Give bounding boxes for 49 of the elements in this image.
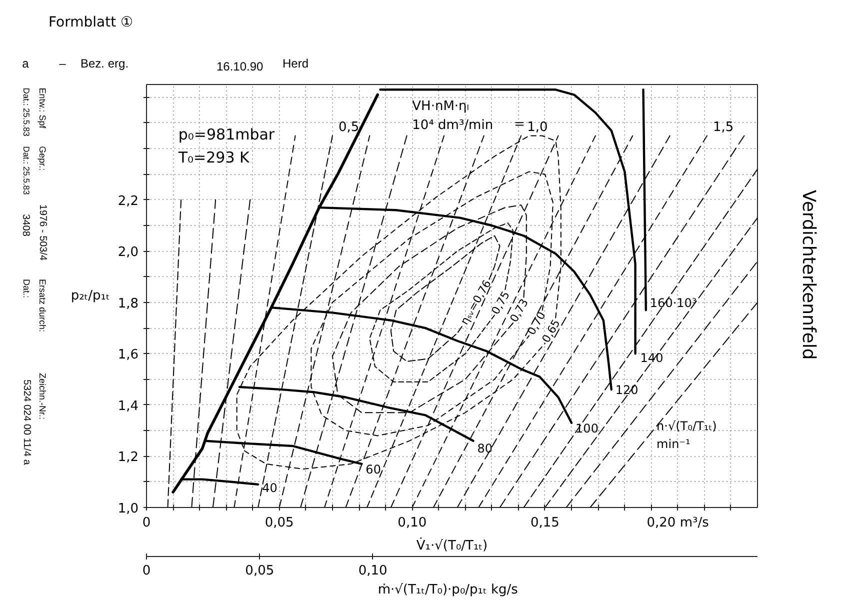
text: 16.10.90 [216,60,264,74]
text: Herd [282,56,309,70]
annotation: n·√(T₀/T₁ₜ) [656,419,717,434]
series-label: 120 [615,383,638,398]
annotation: p₀=981mbar [178,125,276,144]
y-tick-label: 1,4 [118,398,139,414]
annotation: T₀=293 K [177,148,251,167]
y-tick-label: 1,8 [118,296,139,312]
text: – [59,56,66,70]
x-axis-title: V̇₁·√(T₀/T₁ₜ) [416,537,488,554]
text: Verdichterkennfeld [798,190,819,360]
text: Dat.: 25.5.83 [22,88,32,137]
y-tick-label: 1,6 [118,348,139,363]
text: Formblatt ① [48,14,134,30]
x-tick-label: 0,20 m³/s [646,516,710,530]
y-tick-label: 2,0 [118,245,139,260]
series-label: 40 [262,480,278,495]
text: Dat.: 25.5.83 [22,146,32,196]
x2-tick-label: 0,05 [245,564,274,578]
x-tick-label: 0,10 [398,516,427,530]
series-label: 1,5 [713,120,734,135]
x2-axis-title: ṁ·√(T₁ₜ/T₀)·p₀/p₁ₜ kg/s [378,582,518,598]
text: 5324 024 00 11/4 a [21,379,32,466]
y-tick-label: 2,2 [118,194,139,209]
x-tick-label: 0,15 [530,516,560,530]
text: a [22,56,30,70]
annotation: min⁻¹ [656,437,691,452]
text: Zeichn.-Nr.: [38,372,48,420]
text: 1976 - 503/4 [37,204,48,262]
annotation: 10⁴ dm³/min [412,118,494,134]
x2-tick-label: 0,10 [358,564,388,578]
annotation: VH·nM·ηₗ [412,98,469,114]
text: Entw.: Spf [38,88,48,129]
text: Bez. erg. [80,56,129,70]
series-label: 80 [477,441,493,456]
y-tick-label: 1,0 [118,502,139,516]
text: Dat.: [22,278,32,298]
series-label: 1,0 [527,120,548,135]
text: Ersatz durch: [38,278,48,332]
annotation: = [514,116,526,132]
series-label: 0,5 [338,120,360,135]
series-label: 60 [366,462,381,476]
text: Gepr.: [38,146,48,171]
text: 3408 [20,214,31,237]
y-tick-label: 1,2 [118,450,139,466]
x-tick-label: 0,05 [264,516,294,530]
x2-tick-label: 0 [142,564,151,578]
y-axis-title: p₂ₜ/p₁ₜ [70,288,110,304]
x-tick-label: 0 [142,516,151,530]
